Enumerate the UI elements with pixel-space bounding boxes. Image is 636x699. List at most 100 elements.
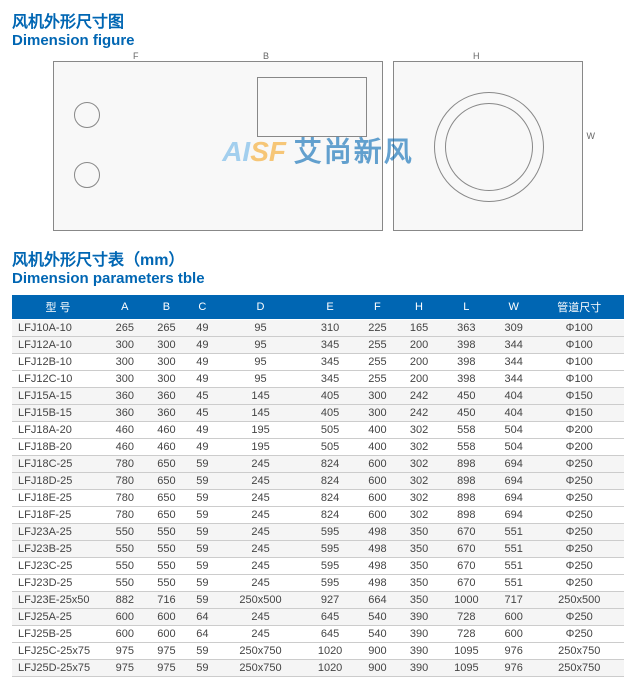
table-row: LFJ18D-2578065059245824600302898694Φ250 (12, 473, 624, 490)
table-cell: 59 (187, 558, 217, 575)
table-row: LFJ25A-2560060064245645540390728600Φ250 (12, 609, 624, 626)
table-cell: Φ250 (535, 490, 625, 507)
table-cell: 716 (146, 592, 188, 609)
table-cell: 302 (398, 439, 440, 456)
diagram-side-view (393, 61, 583, 231)
table-cell: 460 (146, 422, 188, 439)
table-cell: 650 (146, 473, 188, 490)
table-cell: Φ200 (535, 439, 625, 456)
table-cell: 225 (357, 320, 399, 337)
table-cell: LFJ12B-10 (12, 354, 104, 371)
table-cell: Φ100 (535, 320, 625, 337)
table-cell: 898 (440, 473, 493, 490)
table-cell: 694 (493, 507, 535, 524)
table-cell: 551 (493, 575, 535, 592)
table-header-cell: W (493, 295, 535, 320)
table-cell: 975 (104, 643, 146, 660)
table-cell: LFJ23A-25 (12, 524, 104, 541)
table-cell: 504 (493, 422, 535, 439)
table-cell: 898 (440, 456, 493, 473)
table-cell: 245 (218, 609, 304, 626)
table-cell: 595 (304, 558, 357, 575)
table-cell: 405 (304, 405, 357, 422)
table-cell: 300 (146, 354, 188, 371)
table-cell: 550 (146, 524, 188, 541)
table-cell: 694 (493, 473, 535, 490)
figure-title-cn: 风机外形尺寸图 (12, 8, 624, 32)
table-cell: 694 (493, 490, 535, 507)
table-cell: 255 (357, 371, 399, 388)
table-cell: 95 (218, 320, 304, 337)
table-row: LFJ12B-103003004995345255200398344Φ100 (12, 354, 624, 371)
table-cell: 600 (146, 626, 188, 643)
table-cell: Φ100 (535, 371, 625, 388)
table-cell: 550 (104, 558, 146, 575)
dimension-table: 型 号ABCDEFHLW管道尺寸 LFJ10A-1026526549953102… (12, 295, 624, 677)
table-cell: 250x750 (535, 660, 625, 677)
table-cell: 242 (398, 388, 440, 405)
table-cell: 49 (187, 354, 217, 371)
table-cell: 558 (440, 439, 493, 456)
table-cell: 824 (304, 456, 357, 473)
table-row: LFJ15A-1536036045145405300242450404Φ150 (12, 388, 624, 405)
table-cell: 694 (493, 456, 535, 473)
table-cell: 49 (187, 337, 217, 354)
table-cell: 650 (146, 507, 188, 524)
table-row: LFJ23A-2555055059245595498350670551Φ250 (12, 524, 624, 541)
table-cell: 200 (398, 337, 440, 354)
table-cell: 242 (398, 405, 440, 422)
table-cell: 670 (440, 558, 493, 575)
table-cell: 195 (218, 439, 304, 456)
table-cell: 824 (304, 490, 357, 507)
table-cell: 45 (187, 405, 217, 422)
table-cell: 360 (104, 388, 146, 405)
table-header-cell: 型 号 (12, 295, 104, 320)
table-cell: 558 (440, 422, 493, 439)
table-cell: LFJ23B-25 (12, 541, 104, 558)
inlet-circle (74, 102, 100, 128)
table-cell: 398 (440, 337, 493, 354)
table-cell: Φ100 (535, 337, 625, 354)
table-cell: 550 (146, 558, 188, 575)
table-cell: 540 (357, 609, 399, 626)
table-cell: LFJ25A-25 (12, 609, 104, 626)
table-row: LFJ23B-2555055059245595498350670551Φ250 (12, 541, 624, 558)
table-cell: 975 (146, 660, 188, 677)
table-cell: 64 (187, 626, 217, 643)
table-cell: Φ250 (535, 626, 625, 643)
table-cell: 780 (104, 456, 146, 473)
table-header-row: 型 号ABCDEFHLW管道尺寸 (12, 295, 624, 320)
table-cell: 398 (440, 354, 493, 371)
table-cell: 1095 (440, 660, 493, 677)
table-cell: 265 (104, 320, 146, 337)
table-row: LFJ18A-2046046049195505400302558504Φ200 (12, 422, 624, 439)
table-cell: LFJ18A-20 (12, 422, 104, 439)
table-cell: 450 (440, 405, 493, 422)
table-cell: 450 (440, 388, 493, 405)
table-cell: 245 (218, 507, 304, 524)
table-cell: 900 (357, 660, 399, 677)
table-cell: 95 (218, 354, 304, 371)
table-title-cn: 风机外形尺寸表（mm） (12, 246, 624, 270)
table-cell: 1020 (304, 660, 357, 677)
table-cell: 245 (218, 490, 304, 507)
table-cell: 302 (398, 473, 440, 490)
table-cell: 670 (440, 541, 493, 558)
table-cell: LFJ18B-20 (12, 439, 104, 456)
table-cell: 645 (304, 626, 357, 643)
table-cell: 302 (398, 507, 440, 524)
table-cell: 400 (357, 439, 399, 456)
table-row: LFJ18E-2578065059245824600302898694Φ250 (12, 490, 624, 507)
table-cell: 302 (398, 490, 440, 507)
table-cell: 145 (218, 405, 304, 422)
table-cell: 650 (146, 490, 188, 507)
table-header-cell: 管道尺寸 (535, 295, 625, 320)
table-cell: 59 (187, 524, 217, 541)
table-cell: 300 (104, 337, 146, 354)
table-cell: 200 (398, 354, 440, 371)
table-cell: 824 (304, 473, 357, 490)
table-cell: 600 (357, 507, 399, 524)
table-row: LFJ23E-25x5088271659250x5009276643501000… (12, 592, 624, 609)
table-cell: 405 (304, 388, 357, 405)
table-cell: 927 (304, 592, 357, 609)
